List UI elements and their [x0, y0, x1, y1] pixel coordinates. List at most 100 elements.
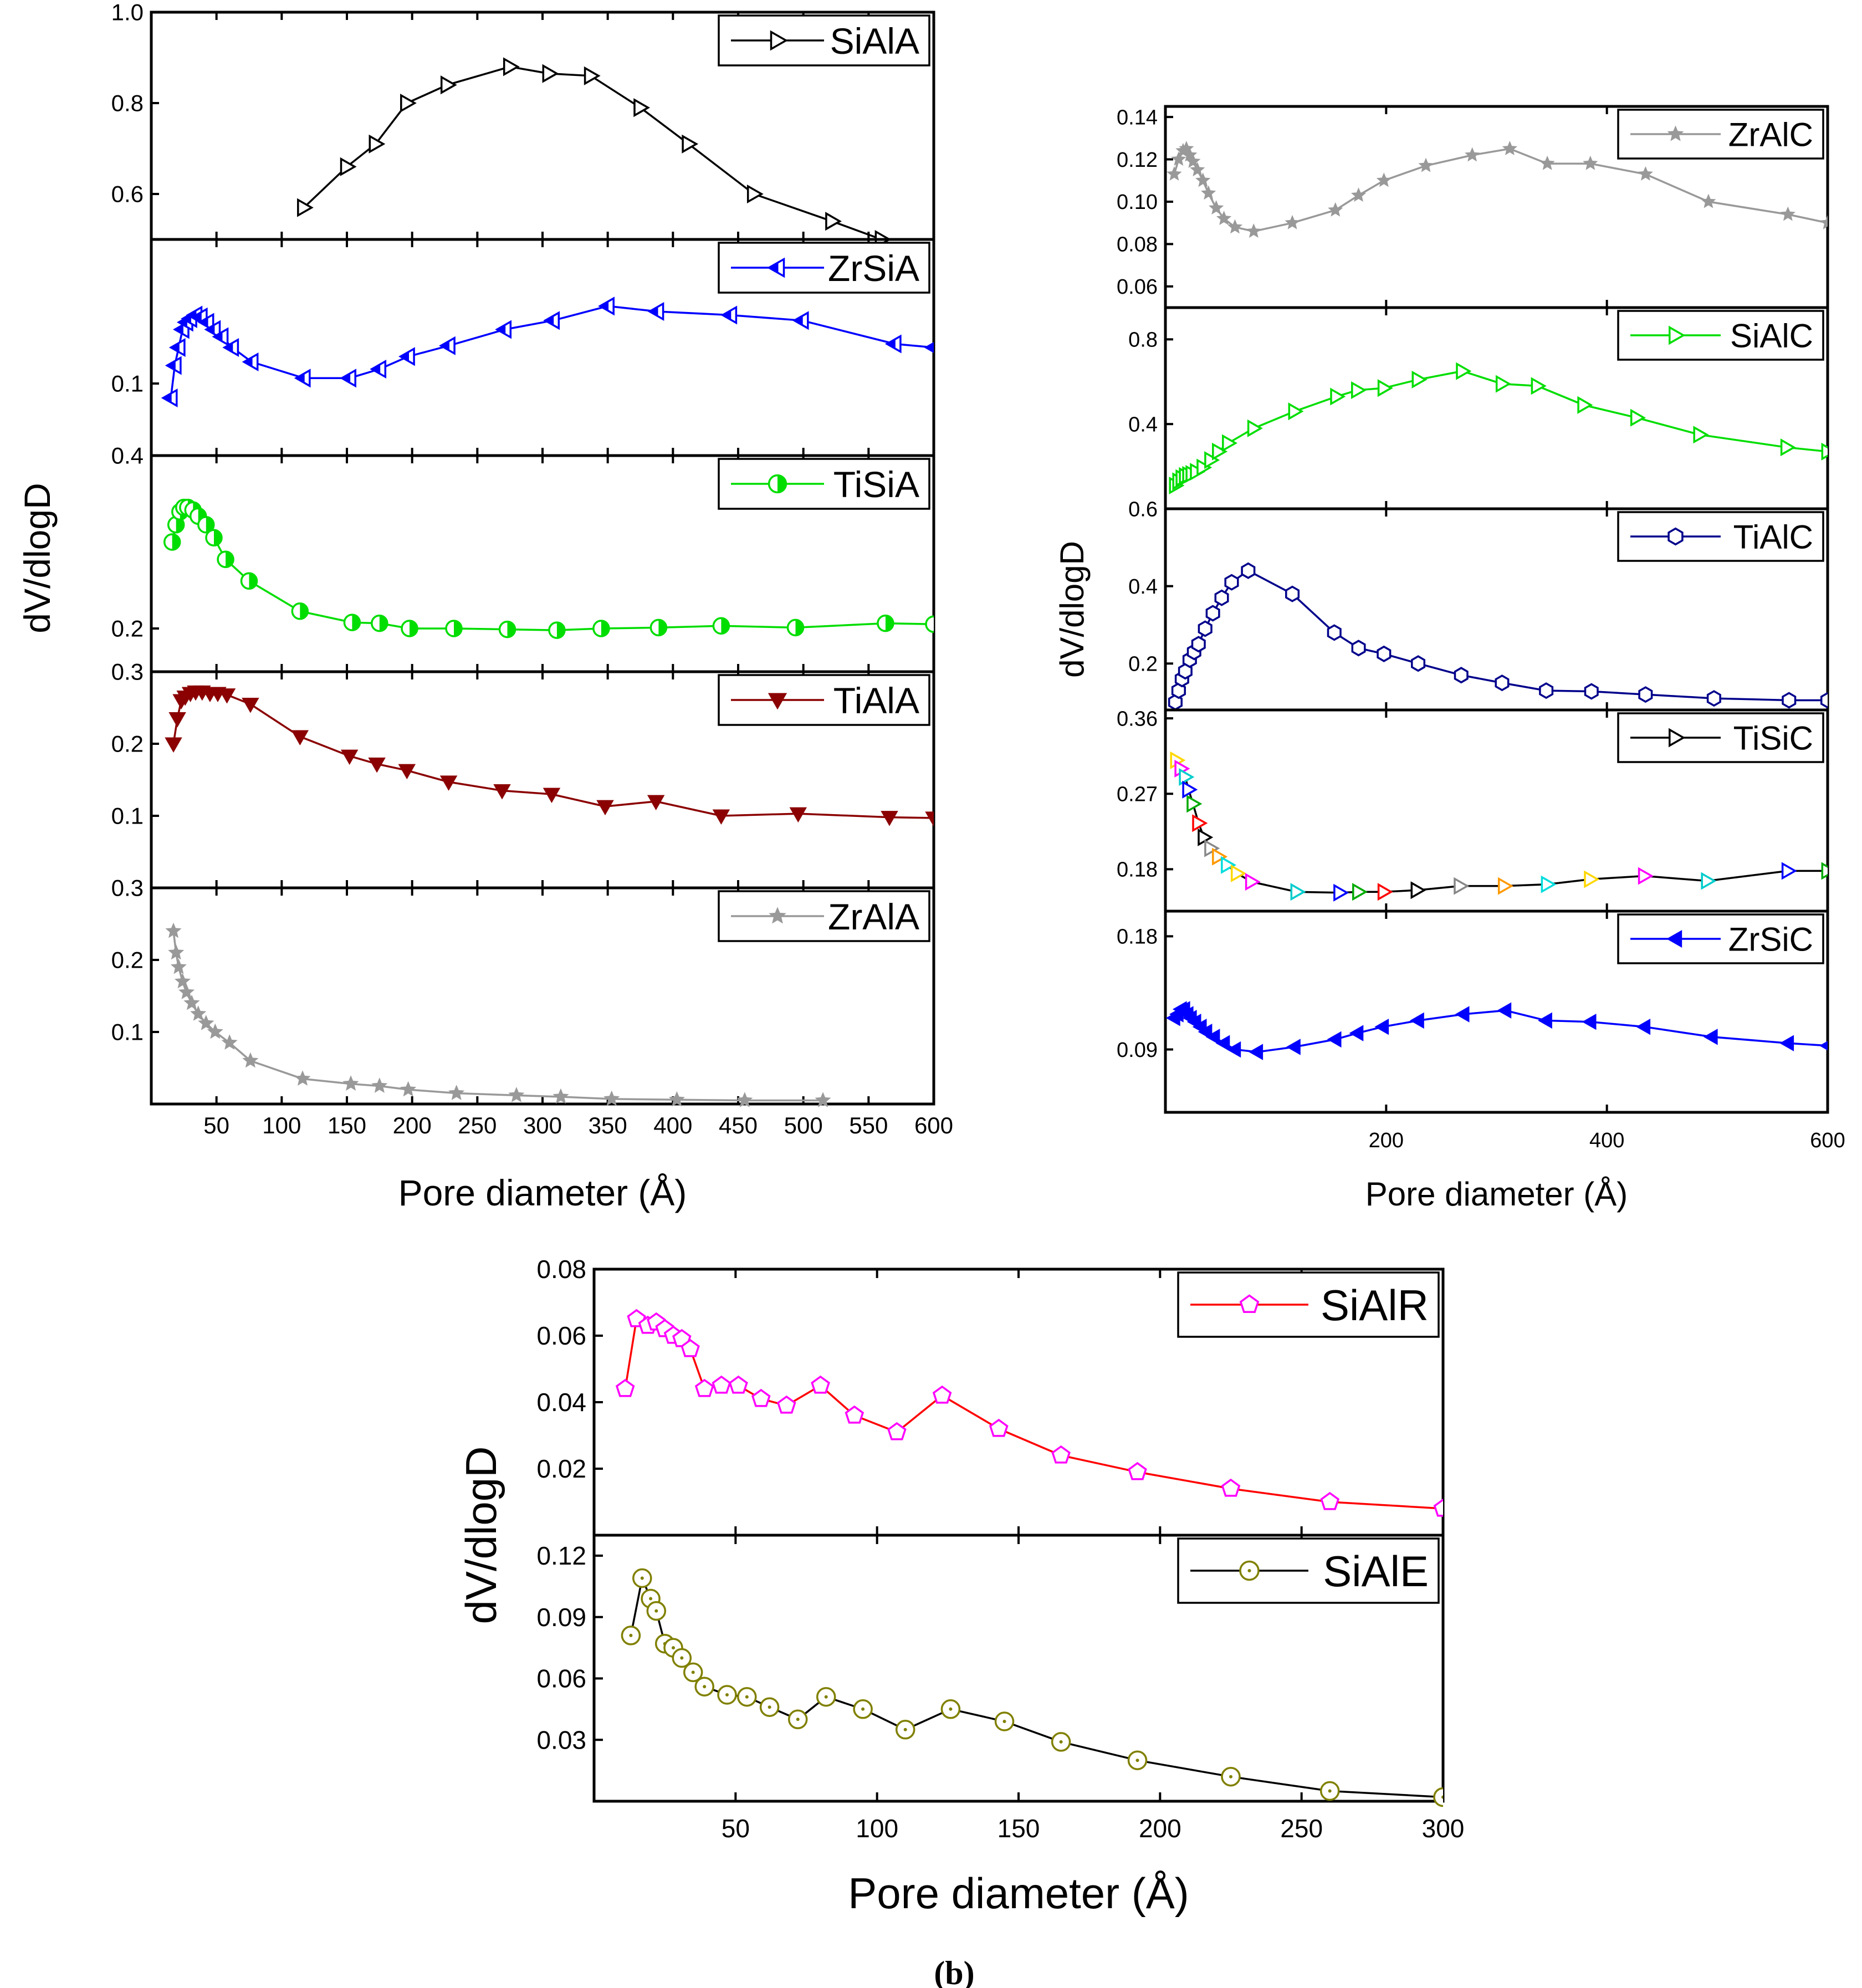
- data-point: [1205, 605, 1220, 622]
- series-SiAlC: [1169, 362, 1828, 495]
- data-point: [881, 811, 898, 826]
- data-point-fill: [172, 534, 180, 550]
- data-point: [207, 1023, 223, 1039]
- data-point: [1328, 202, 1343, 217]
- data-point: [1290, 883, 1306, 901]
- data-point: [1285, 585, 1300, 602]
- panel-TiAlA: 0.1 0.2 0.3 TiAlA: [111, 659, 935, 890]
- data-point: [1638, 867, 1654, 885]
- panel-ZrSiA: 0.1 ZrSiA: [111, 238, 935, 457]
- legend-marker-dot: [1247, 1569, 1251, 1572]
- data-point: [776, 1395, 796, 1414]
- legend-marker: [1666, 929, 1682, 948]
- data-point: [1411, 655, 1426, 672]
- data-point: [1222, 434, 1238, 452]
- data-point: [925, 615, 934, 633]
- legend-marker: [770, 30, 788, 51]
- panel-TiAlC: 0.2 0.4 0.6 TiAlC: [1128, 498, 1829, 712]
- data-point: [1377, 379, 1393, 397]
- data-point: [633, 98, 651, 117]
- data-point-fill: [926, 343, 934, 352]
- data-point-dot: [649, 1597, 653, 1601]
- data-point: [398, 764, 416, 780]
- x-axis-title: Pore diameter (Å): [398, 1172, 687, 1213]
- data-point-fill: [214, 530, 222, 546]
- data-point: [1288, 402, 1304, 421]
- data-point-fill: [600, 301, 609, 311]
- data-point: [1351, 187, 1367, 202]
- data-point: [789, 807, 807, 823]
- figure-caption: (b): [934, 1955, 974, 1988]
- legend: SiAlR: [1177, 1271, 1440, 1338]
- data-point-dot: [903, 1728, 907, 1731]
- data-point: [1781, 862, 1797, 880]
- data-point: [1285, 214, 1300, 229]
- data-point: [1179, 768, 1195, 786]
- y-axis-title: dV/dlogD: [457, 1447, 505, 1624]
- data-point: [1374, 1018, 1389, 1035]
- data-point: [1182, 780, 1198, 799]
- legend-marker: [769, 907, 786, 924]
- panel-frame: [1164, 909, 1829, 1114]
- y-tick-label: 0.14: [1117, 106, 1158, 129]
- data-point: [218, 688, 236, 704]
- data-point: [1195, 172, 1211, 187]
- data-point: [1192, 814, 1208, 832]
- data-point: [1221, 856, 1237, 874]
- x-tick-label: 350: [589, 1112, 627, 1138]
- series-line: [171, 506, 934, 631]
- data-point-fill: [454, 621, 462, 636]
- legend-label: ZrSiA: [828, 248, 919, 289]
- data-point-dot: [1002, 1720, 1006, 1723]
- data-point: [1215, 1035, 1230, 1051]
- data-point: [221, 1034, 238, 1050]
- data-point-dot: [949, 1707, 953, 1711]
- data-point: [1583, 155, 1598, 170]
- data-point-fill: [224, 343, 233, 352]
- data-point: [1495, 674, 1510, 692]
- data-point-fill: [649, 306, 658, 316]
- legend: SiAlA: [718, 14, 930, 67]
- data-point-fill: [226, 551, 234, 568]
- data-point: [1821, 442, 1828, 461]
- data-point: [712, 809, 730, 825]
- y-axis-title: dV/dlogD: [1053, 541, 1091, 678]
- data-point: [647, 795, 665, 811]
- data-point: [1377, 645, 1392, 662]
- y-tick-label: 0.12: [536, 1541, 586, 1570]
- data-point-fill: [206, 325, 215, 334]
- data-point-fill: [200, 318, 208, 327]
- data-point-dot: [745, 1695, 749, 1699]
- data-point: [1454, 877, 1470, 895]
- data-point: [1539, 155, 1555, 170]
- data-point-fill: [722, 310, 732, 320]
- data-point: [1502, 141, 1518, 155]
- panel-SiAlA: 0.6 0.8 1.0 SiAlA: [111, 0, 935, 249]
- data-point: [1349, 1025, 1364, 1041]
- data-point: [242, 1052, 259, 1068]
- legend-label: SiAlA: [830, 21, 919, 62]
- legend: ZrSiC: [1617, 913, 1824, 964]
- data-point: [542, 64, 559, 83]
- data-point: [1541, 875, 1557, 893]
- data-point: [736, 1092, 753, 1107]
- x-tick-label: 200: [1139, 1814, 1181, 1843]
- data-point: [1352, 883, 1368, 901]
- data-point-fill: [163, 393, 172, 403]
- legend-marker: [768, 693, 787, 710]
- data-point-dot: [768, 1705, 771, 1709]
- panel-ZrSiC: 0.09 0.18 ZrSiC: [1117, 909, 1829, 1114]
- series-line: [624, 1317, 1443, 1510]
- data-point: [1701, 872, 1717, 890]
- data-point: [1819, 1041, 1828, 1051]
- data-point: [1538, 1012, 1552, 1029]
- data-point: [1178, 663, 1193, 680]
- data-point: [297, 198, 314, 217]
- data-point: [1214, 589, 1229, 606]
- data-point-fill: [176, 517, 184, 533]
- y-tick-label: 0.08: [536, 1255, 586, 1284]
- data-point-dot: [725, 1693, 729, 1696]
- data-point: [694, 1378, 714, 1397]
- data-point: [183, 994, 200, 1010]
